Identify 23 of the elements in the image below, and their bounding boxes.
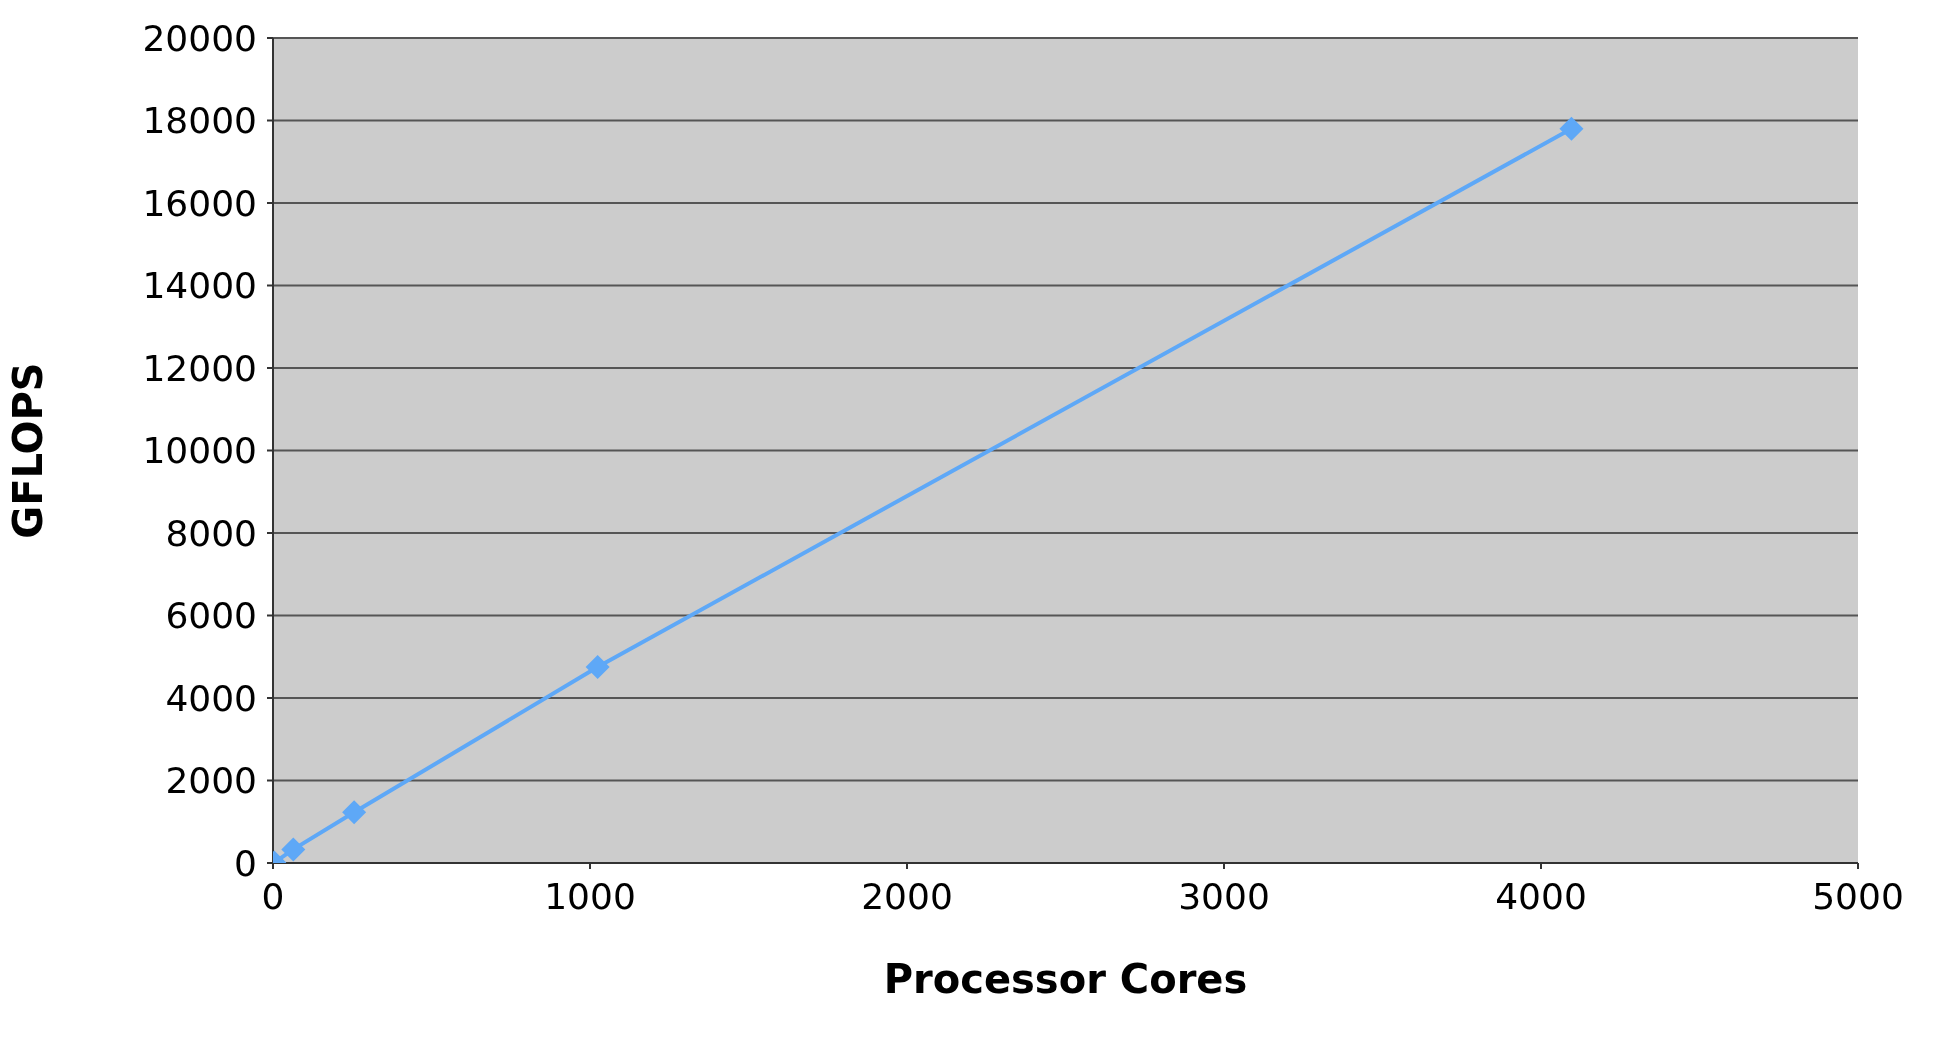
y-tick-label: 20000 [142,17,257,59]
x-tick-label: 4000 [1495,875,1587,917]
y-tick-label: 2000 [165,760,257,802]
y-tick-label: 4000 [165,677,257,719]
y-tick-label: 0 [234,842,257,884]
y-tick-label: 12000 [142,347,257,389]
x-tick-label: 0 [261,875,285,917]
x-axis-title: Processor Cores [883,956,1248,1002]
x-tick-label: 1000 [544,875,636,917]
x-tick-label: 5000 [1812,875,1904,917]
y-tick-label: 8000 [165,512,257,554]
point [342,800,367,825]
point [585,655,610,680]
x-tick-label: 2000 [861,875,953,917]
y-tick-label: 6000 [165,595,257,637]
y-tick-label: 16000 [142,182,257,224]
point [1559,116,1584,141]
y-tick-label: 10000 [142,430,257,472]
y-tick-label: 18000 [142,100,257,142]
point [281,837,306,862]
x-tick-label: 3000 [1178,875,1270,917]
y-tick-label: 14000 [142,265,257,307]
y-axis-title: GFLOPS [5,362,52,539]
